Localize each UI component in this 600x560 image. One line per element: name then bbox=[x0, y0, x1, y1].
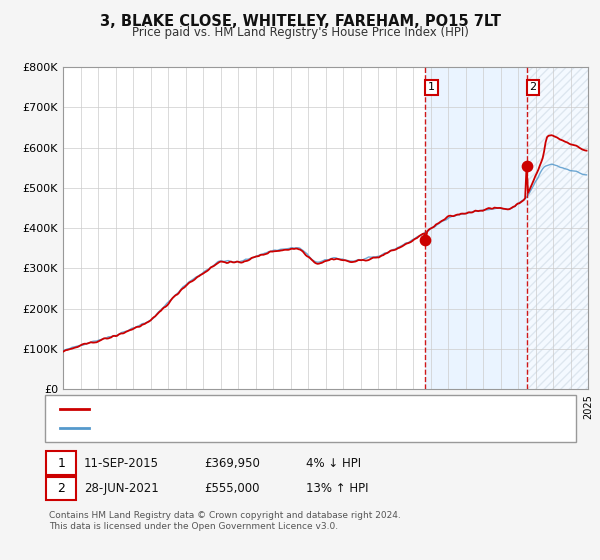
Bar bbox=[527, 67, 588, 389]
Text: 3, BLAKE CLOSE, WHITELEY, FAREHAM, PO15 7LT: 3, BLAKE CLOSE, WHITELEY, FAREHAM, PO15 … bbox=[100, 14, 500, 29]
Text: £369,950: £369,950 bbox=[204, 456, 260, 470]
Text: HPI: Average price, detached house, Fareham: HPI: Average price, detached house, Fare… bbox=[93, 423, 331, 433]
Point bbox=[421, 236, 430, 245]
Text: 13% ↑ HPI: 13% ↑ HPI bbox=[306, 482, 368, 495]
Text: 2: 2 bbox=[529, 82, 536, 92]
Text: 4% ↓ HPI: 4% ↓ HPI bbox=[306, 456, 361, 470]
Text: 1: 1 bbox=[57, 456, 65, 470]
Text: £555,000: £555,000 bbox=[204, 482, 260, 495]
Text: Contains HM Land Registry data © Crown copyright and database right 2024.
This d: Contains HM Land Registry data © Crown c… bbox=[49, 511, 401, 531]
Text: 1: 1 bbox=[428, 82, 435, 92]
Text: 2: 2 bbox=[57, 482, 65, 495]
Text: 11-SEP-2015: 11-SEP-2015 bbox=[84, 456, 159, 470]
Text: 3, BLAKE CLOSE, WHITELEY, FAREHAM, PO15 7LT (detached house): 3, BLAKE CLOSE, WHITELEY, FAREHAM, PO15 … bbox=[93, 404, 442, 414]
Text: 28-JUN-2021: 28-JUN-2021 bbox=[84, 482, 159, 495]
Bar bbox=[425, 67, 527, 389]
Point bbox=[522, 161, 532, 170]
Text: Price paid vs. HM Land Registry's House Price Index (HPI): Price paid vs. HM Land Registry's House … bbox=[131, 26, 469, 39]
